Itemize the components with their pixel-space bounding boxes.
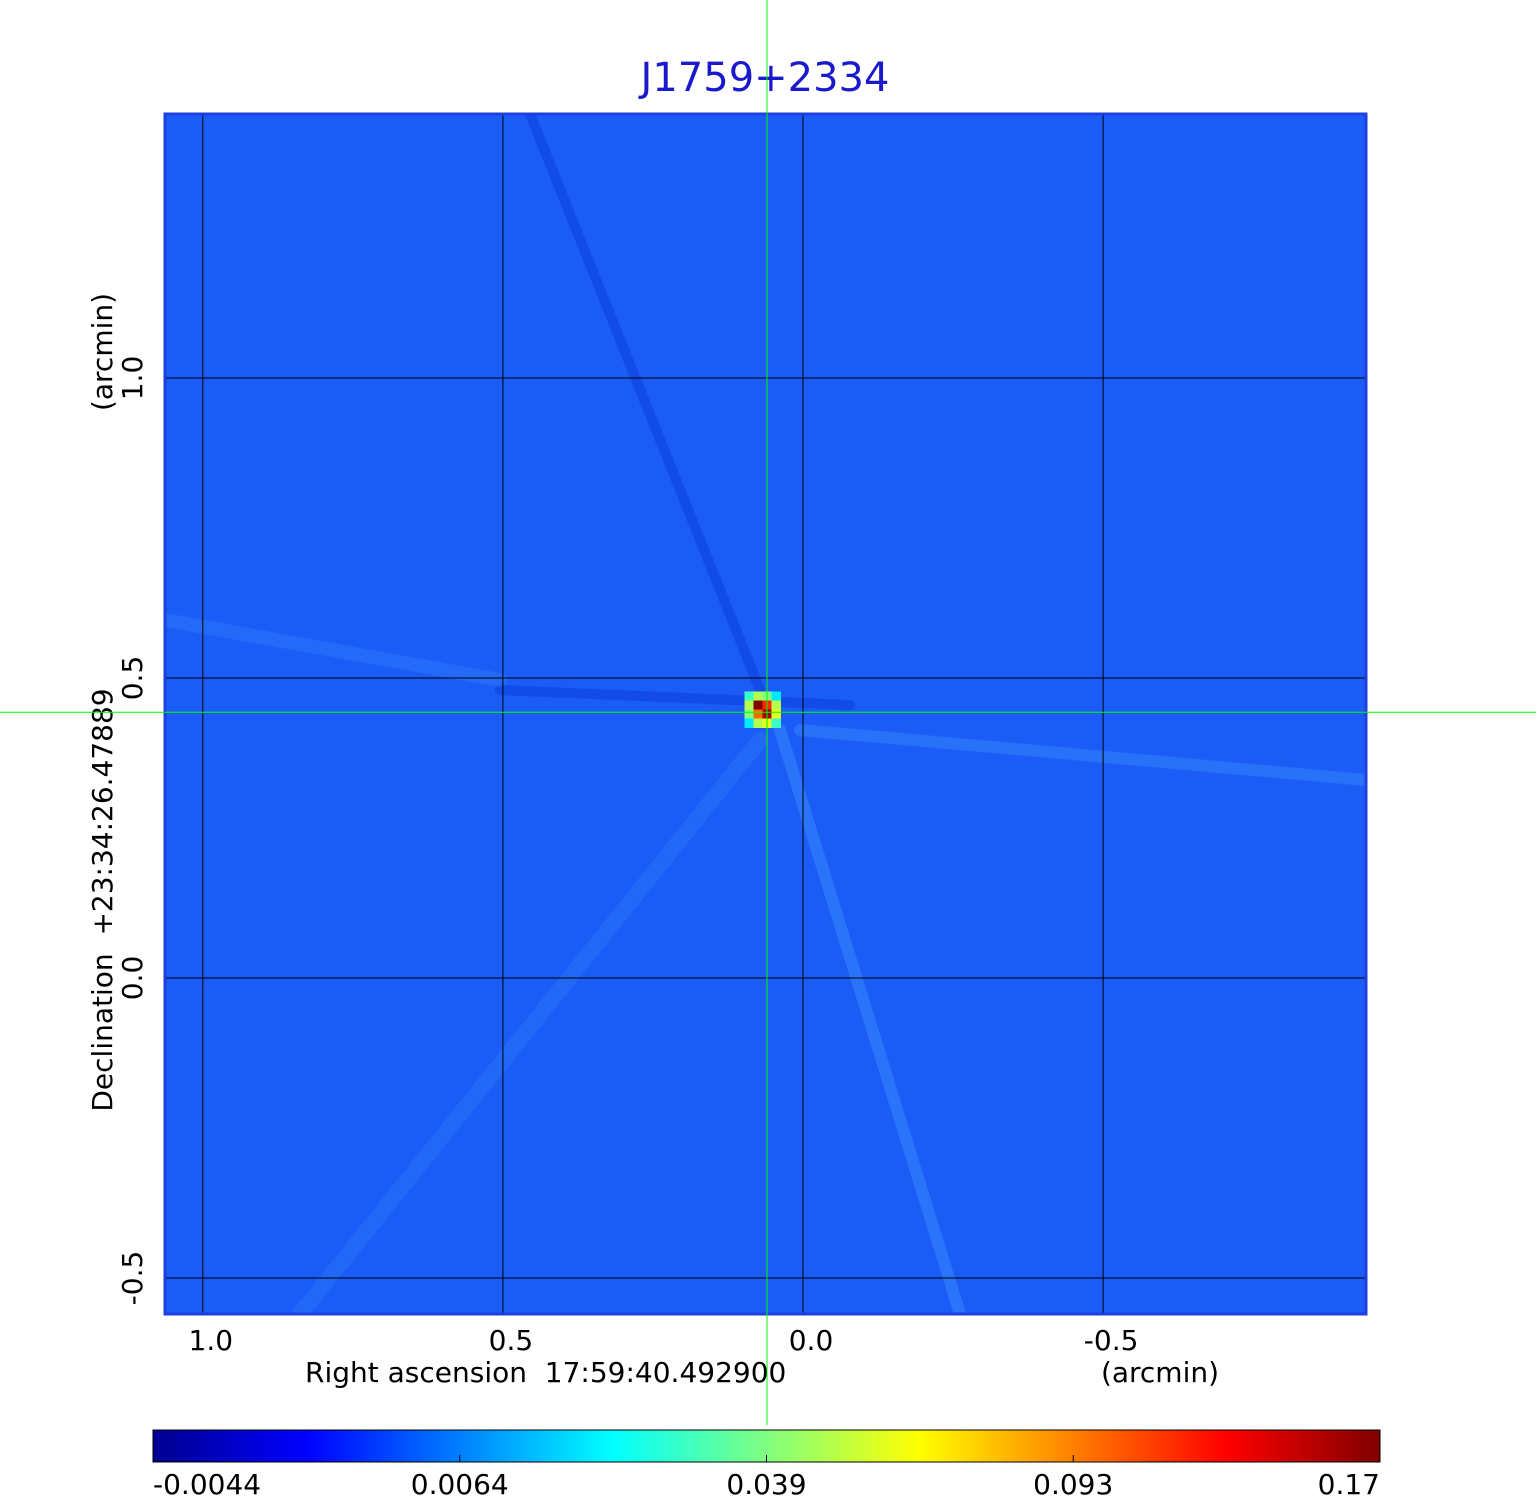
pixel <box>753 718 763 728</box>
y-tick-label: 0.0 <box>116 956 149 1001</box>
artifacts <box>165 114 1366 1314</box>
x-tick-label: 1.0 <box>189 1324 234 1357</box>
grid <box>165 114 1366 1314</box>
y-tick-label: 0.5 <box>116 656 149 701</box>
colorbar-tick-label: 0.17 <box>1318 1468 1380 1500</box>
y-axis-unit: (arcmin) <box>86 293 119 411</box>
chart-title: J1759+2334 <box>638 55 890 101</box>
pixel <box>771 709 782 719</box>
colorbar-tick-label: 0.039 <box>726 1468 806 1500</box>
pixel <box>753 700 763 710</box>
colorbar-tick-label: 0.093 <box>1033 1468 1113 1500</box>
y-tick-label: 1.0 <box>116 356 149 401</box>
pixel <box>771 700 782 710</box>
x-tick-label: 0.5 <box>489 1324 534 1357</box>
pixel <box>744 718 754 728</box>
plot-frame <box>163 112 1368 1316</box>
pixel <box>744 700 754 710</box>
pixel <box>744 709 754 719</box>
x-tick-label: 0.0 <box>789 1324 834 1357</box>
x-tick-label: -0.5 <box>1084 1324 1139 1357</box>
x-axis-unit: (arcmin) <box>1101 1356 1219 1389</box>
pixel <box>771 718 782 728</box>
pixel <box>744 691 754 701</box>
colorbar-tick-label: -0.0044 <box>153 1468 261 1500</box>
x-axis-label: Right ascension 17:59:40.492900 <box>305 1356 786 1389</box>
crosshair <box>0 0 1536 1425</box>
pixel <box>771 691 782 701</box>
pixel <box>753 709 763 719</box>
source-pixels <box>744 691 782 728</box>
y-tick-label: -0.5 <box>116 1251 149 1306</box>
y-axis-label: Declination +23:34:26.47889 <box>86 688 119 1111</box>
pixel <box>753 691 763 701</box>
colorbar-tick-label: 0.0064 <box>411 1468 509 1500</box>
